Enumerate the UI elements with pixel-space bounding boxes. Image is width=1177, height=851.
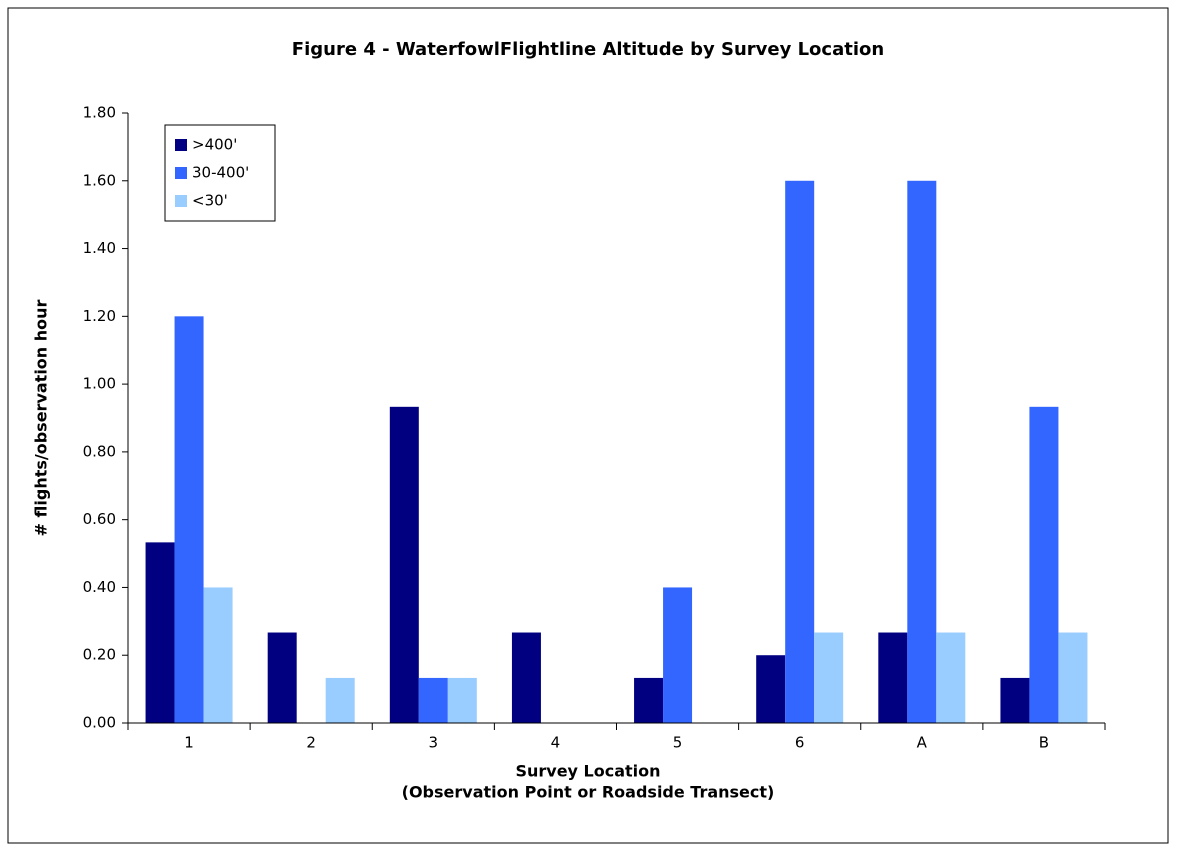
- bar: [203, 587, 233, 723]
- y-tick-label: 1.40: [83, 239, 116, 257]
- x-axis-label: (Observation Point or Roadside Transect): [402, 783, 775, 802]
- chart-title: Figure 4 - WaterfowlFlightline Altitude …: [292, 39, 884, 60]
- bar: [145, 542, 175, 723]
- bar: [325, 677, 355, 723]
- y-tick-label: 0.80: [83, 442, 116, 460]
- bar: [389, 406, 419, 723]
- legend-swatch: [175, 167, 187, 179]
- bar: [1058, 632, 1088, 723]
- bar: [418, 677, 448, 723]
- bar: [511, 632, 541, 723]
- y-tick-label: 1.20: [83, 307, 116, 325]
- x-tick-label: 6: [795, 734, 805, 752]
- bar: [878, 632, 908, 723]
- bar: [814, 632, 844, 723]
- bar: [174, 316, 204, 723]
- x-tick-label: 2: [306, 734, 316, 752]
- y-tick-label: 1.00: [83, 375, 116, 393]
- y-tick-label: 1.80: [83, 104, 116, 122]
- bar: [907, 180, 937, 723]
- bar: [785, 180, 815, 723]
- y-tick-label: 0.20: [83, 646, 116, 664]
- bar: [756, 655, 786, 723]
- bar: [1029, 406, 1059, 723]
- bar: [663, 587, 693, 723]
- bar: [1000, 677, 1030, 723]
- bar: [936, 632, 966, 723]
- x-tick-label: A: [917, 734, 928, 752]
- x-axis-label: Survey Location: [515, 762, 660, 781]
- x-tick-label: B: [1039, 734, 1049, 752]
- bar: [267, 632, 297, 723]
- legend-label: >400': [192, 136, 237, 154]
- bar: [447, 677, 477, 723]
- y-tick-label: 0.60: [83, 510, 116, 528]
- y-tick-label: 0.40: [83, 578, 116, 596]
- legend-label: 30-400': [192, 164, 249, 182]
- legend-swatch: [175, 195, 187, 207]
- legend-swatch: [175, 139, 187, 151]
- y-axis-label: # flights/observation hour: [32, 299, 51, 536]
- y-tick-label: 1.60: [83, 171, 116, 189]
- legend-label: <30': [192, 192, 228, 210]
- x-tick-label: 4: [551, 734, 561, 752]
- bar: [634, 677, 664, 723]
- x-tick-label: 1: [184, 734, 194, 752]
- x-tick-label: 5: [673, 734, 683, 752]
- x-tick-label: 3: [429, 734, 439, 752]
- y-tick-label: 0.00: [83, 714, 116, 732]
